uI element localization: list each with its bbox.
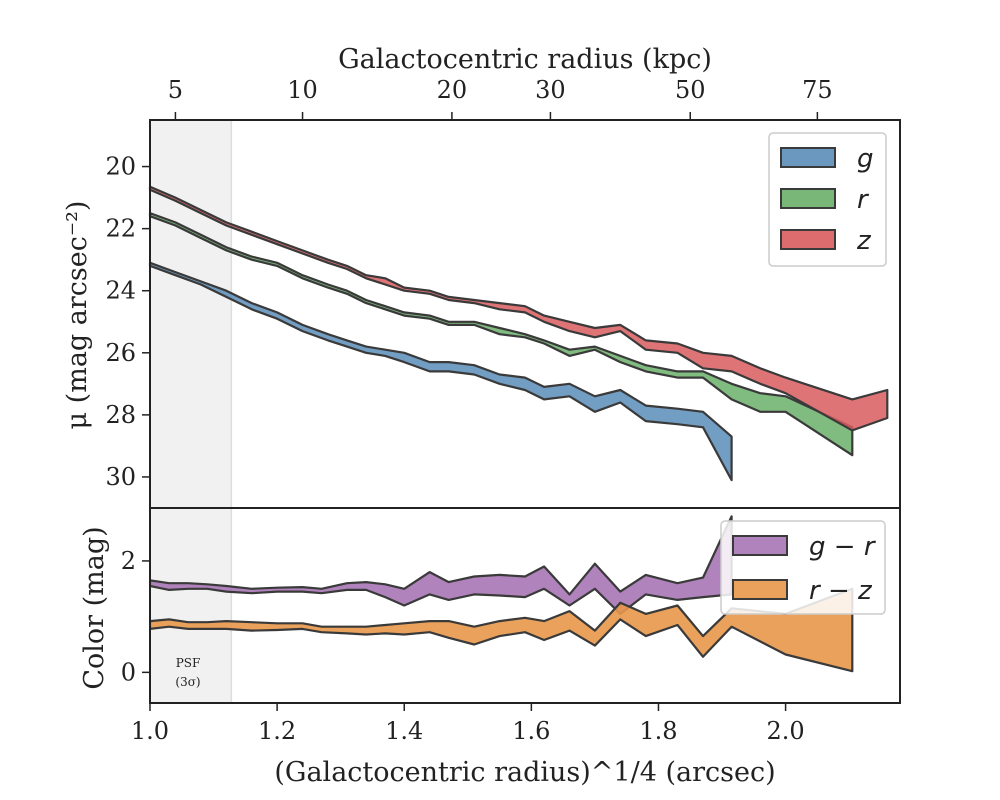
band-g-r: [150, 515, 733, 615]
bottom-panel-ylabel: Color (mag): [79, 526, 110, 689]
ytick-label-bottom-2: 2: [121, 547, 136, 575]
xtick-label-5: 2.0: [767, 717, 805, 745]
top-xtick-label-5: 5: [168, 76, 183, 104]
top-xtick-label-20: 20: [437, 76, 468, 104]
legend-swatch-z: [780, 229, 836, 250]
top-panel-ylabel: μ (mag arcsec⁻²): [62, 201, 93, 430]
top-xtick-label-50: 50: [675, 76, 706, 104]
legend-swatch-g: [780, 147, 836, 168]
legend-swatch-g-r: [732, 535, 788, 556]
bottom-panel-frame: [149, 507, 901, 704]
xtick-label-1: 1.2: [258, 717, 296, 745]
legend-label-r-z: r − z: [809, 576, 873, 606]
top-xtick-label-10: 10: [287, 76, 318, 104]
top-xtick-label-30: 30: [535, 76, 566, 104]
band-z: [148, 185, 889, 432]
ytick-label-top-20: 20: [105, 153, 136, 181]
legend-swatch-r: [780, 188, 836, 209]
legend-label-g-r: g − r: [809, 532, 877, 562]
ytick-label-top-30: 30: [105, 463, 136, 491]
top-xtick-label-75: 75: [802, 76, 833, 104]
xtick-label-4: 1.8: [639, 717, 677, 745]
psf-label: PSF: [176, 656, 201, 670]
xtick-label-3: 1.6: [512, 717, 550, 745]
ytick-label-bottom-0: 0: [121, 658, 136, 686]
bottom-axis-label: (Galactocentric radius)^1/4 (arcsec): [274, 757, 775, 788]
band-r: [148, 212, 854, 457]
legend-label-g: g: [857, 144, 874, 174]
ytick-label-top-28: 28: [105, 401, 136, 429]
legend-label-z: z: [856, 226, 872, 256]
top-axis-label: Galactocentric radius (kpc): [338, 44, 712, 75]
band-r-z: [150, 587, 854, 673]
band-g: [148, 261, 733, 482]
ytick-label-top-24: 24: [105, 277, 136, 305]
xtick-label-2: 1.4: [385, 717, 423, 745]
legend-swatch-r-z: [732, 579, 788, 600]
ytick-label-top-22: 22: [105, 215, 136, 243]
ytick-label-top-26: 26: [105, 339, 136, 367]
xtick-label-0: 1.0: [131, 717, 169, 745]
legend-label-r: r: [857, 185, 870, 215]
psf-sigma-label: (3σ): [175, 675, 200, 689]
